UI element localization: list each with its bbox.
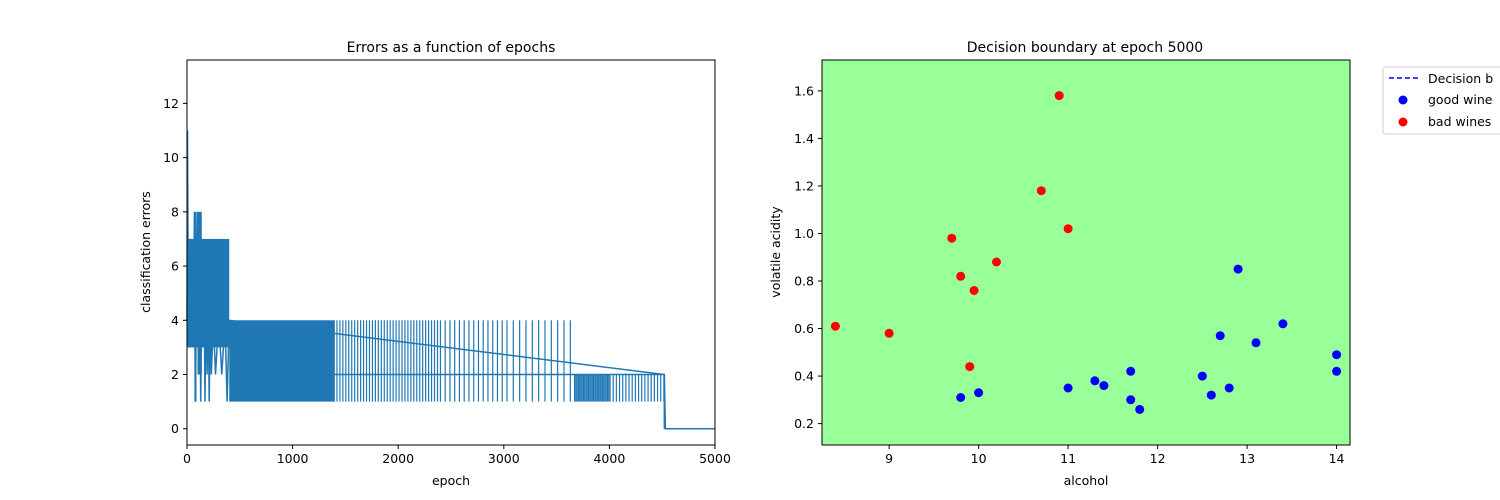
point-good-wine (1126, 395, 1135, 404)
x-tick-label: 4000 (593, 451, 625, 466)
point-good-wine (1252, 338, 1261, 347)
y-tick-label: 0.6 (794, 321, 814, 336)
point-good-wine (1198, 372, 1207, 381)
point-bad-wines (1055, 91, 1064, 100)
x-tick-label: 14 (1329, 451, 1345, 466)
decision-boundary-chart: Decision boundary at epoch 5000 9 10 11 12 1… (768, 40, 1500, 488)
x-tick-label: 1000 (277, 451, 309, 466)
chart-title: Decision boundary at epoch 5000 (967, 40, 1203, 56)
y-tick-label: 4 (171, 313, 179, 328)
point-bad-wines (885, 329, 894, 338)
y-tick-label: 0.2 (794, 416, 814, 431)
x-tick-label: 0 (183, 451, 191, 466)
point-good-wine (1225, 384, 1234, 393)
error-line-series (187, 131, 715, 429)
point-good-wine (1234, 265, 1243, 274)
legend-label-boundary: Decision b (1428, 71, 1493, 86)
plot-background (822, 60, 1350, 445)
point-good-wine (1064, 384, 1073, 393)
point-bad-wines (1064, 224, 1073, 233)
point-good-wine (1332, 350, 1341, 359)
y-tick-label: 2 (171, 367, 179, 382)
point-good-wine (1135, 405, 1144, 414)
point-bad-wines (956, 272, 965, 281)
point-bad-wines (1037, 186, 1046, 195)
oscillation-band (194, 212, 196, 402)
y-tick-label: 1.2 (794, 178, 814, 193)
x-tick-label: 13 (1239, 451, 1255, 466)
point-bad-wines (992, 258, 1001, 267)
y-tick-label: 12 (163, 96, 179, 111)
x-tick-label: 12 (1150, 451, 1166, 466)
x-tick-label: 3000 (488, 451, 520, 466)
y-tick-label: 0.4 (794, 369, 814, 384)
legend-marker-bad (1399, 118, 1408, 127)
legend: Decision b good wine bad wines (1383, 67, 1500, 134)
x-tick-label: 9 (885, 451, 893, 466)
point-good-wine (1099, 381, 1108, 390)
point-good-wine (1090, 376, 1099, 385)
point-bad-wines (831, 322, 840, 331)
point-bad-wines (970, 286, 979, 295)
oscillation-band (198, 212, 202, 375)
errors-chart: Errors as a function of epochs 0 1000 2000… (138, 40, 731, 488)
y-tick-label: 8 (171, 204, 179, 219)
y-tick-label: 1.6 (794, 83, 814, 98)
y-axis: 0 2 4 6 8 10 12 (163, 96, 187, 436)
point-bad-wines (947, 234, 956, 243)
x-axis-label: alcohol (1064, 473, 1109, 488)
oscillation-band (187, 239, 229, 347)
legend-marker-good (1399, 96, 1408, 105)
y-axis-label: classification errors (138, 191, 153, 313)
y-tick-label: 0.8 (794, 274, 814, 289)
y-tick-label: 1.4 (794, 131, 814, 146)
x-tick-label: 10 (971, 451, 987, 466)
legend-label-bad: bad wines (1428, 114, 1491, 129)
point-good-wine (1278, 319, 1287, 328)
point-good-wine (974, 388, 983, 397)
x-axis: 0 1000 2000 3000 4000 5000 (183, 445, 731, 466)
x-axis-label: epoch (432, 473, 470, 488)
y-tick-label: 1.0 (794, 226, 814, 241)
x-axis: 9 10 11 12 13 14 (885, 445, 1344, 466)
y-tick-label: 0 (171, 421, 179, 436)
y-axis-label: volatile acidity (768, 206, 783, 298)
chart-title: Errors as a function of epochs (347, 40, 556, 56)
x-tick-label: 2000 (382, 451, 414, 466)
point-good-wine (956, 393, 965, 402)
point-good-wine (1332, 367, 1341, 376)
point-good-wine (1126, 367, 1135, 376)
oscillation-band (229, 320, 335, 401)
point-good-wine (1207, 391, 1216, 400)
oscillation-stripes (335, 320, 664, 428)
y-axis: 0.2 0.4 0.6 0.8 1.0 1.2 1.4 1.6 (794, 83, 822, 431)
legend-label-good: good wine (1428, 92, 1493, 107)
point-good-wine (1216, 331, 1225, 340)
y-tick-label: 6 (171, 259, 179, 274)
y-tick-label: 10 (163, 150, 179, 165)
point-bad-wines (965, 362, 974, 371)
x-tick-label: 5000 (699, 451, 731, 466)
x-tick-label: 11 (1060, 451, 1076, 466)
